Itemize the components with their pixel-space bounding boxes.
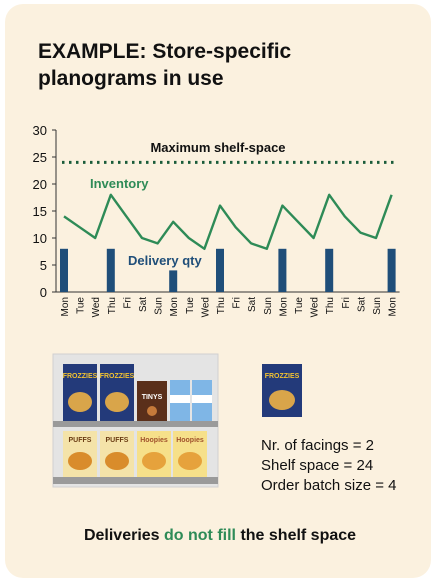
delivery-qty-label: Delivery qty <box>128 253 202 268</box>
y-tick-label: 15 <box>33 204 47 219</box>
y-tick-label: 20 <box>33 177 47 192</box>
x-tick-label: Sat <box>247 297 258 312</box>
svg-text:Hoopies: Hoopies <box>176 437 204 444</box>
svg-text:FROZZIES: FROZZIES <box>100 373 135 380</box>
x-tick-label: Tue <box>294 297 305 314</box>
delivery-bar <box>169 270 178 292</box>
x-tick-label: Mon <box>278 297 289 316</box>
delivery-bar <box>216 248 224 292</box>
x-tick-label: Mon <box>60 297 71 316</box>
delivery-bar <box>325 248 334 292</box>
svg-text:Hoopies: Hoopies <box>140 437 168 444</box>
x-tick-label: Tue <box>185 297 196 314</box>
product-box-puffs-2: PUFFS <box>100 431 134 477</box>
x-tick-label: Sun <box>372 297 383 315</box>
lower-shelf-board <box>53 477 218 484</box>
spec-order-batch: Order batch size = 4 <box>261 477 397 494</box>
svg-text:FROZZIES: FROZZIES <box>63 373 98 380</box>
svg-text:TINYS: TINYS <box>142 394 163 401</box>
footer-caption: Deliveries do not fill the shelf space <box>0 527 440 545</box>
product-box-hoopies-1: Hoopies <box>137 431 171 477</box>
delivery-bars <box>60 248 396 292</box>
spec-facings: Nr. of facings = 2 <box>261 437 374 454</box>
y-tick-label: 0 <box>40 285 47 300</box>
y-axis: 0 5 10 15 20 25 30 <box>33 123 57 300</box>
x-tick-label: Mon <box>169 297 180 316</box>
x-tick-label: Sat <box>138 297 149 312</box>
footer-text-post: the shelf space <box>236 527 357 544</box>
x-tick-label: Sat <box>356 297 367 312</box>
y-tick-label: 30 <box>33 123 47 138</box>
delivery-bar <box>387 248 396 292</box>
svg-text:FROZZIES: FROZZIES <box>265 373 300 380</box>
delivery-bar <box>278 248 287 292</box>
product-box-hoopies-2: Hoopies <box>173 431 207 477</box>
product-box-single: FROZZIES <box>262 364 302 417</box>
x-tick-label: Sun <box>154 297 165 315</box>
product-box-tinys: TINYS <box>137 381 167 421</box>
svg-text:PUFFS: PUFFS <box>106 437 129 444</box>
product-box-puffs-1: PUFFS <box>63 431 97 477</box>
footer-text-pre: Deliveries <box>83 527 165 544</box>
x-tick-label: Thu <box>107 297 118 314</box>
x-tick-label: Thu <box>216 297 227 314</box>
inventory-line <box>63 193 393 250</box>
upper-shelf-board <box>53 421 218 427</box>
product-box-blue-small <box>170 380 212 421</box>
x-tick-label: Fri <box>232 297 243 309</box>
x-tick-label: Wed <box>310 297 321 317</box>
max-shelf-space-label: Maximum shelf-space <box>150 140 285 155</box>
x-tick-label: Tue <box>76 297 87 314</box>
delivery-bar <box>60 248 68 292</box>
x-tick-label: Wed <box>200 297 211 317</box>
spec-shelf-space: Shelf space = 24 <box>261 457 374 474</box>
y-tick-label: 10 <box>33 231 47 246</box>
product-box-frozzies-2: FROZZIES <box>100 364 135 421</box>
footer-highlight: do not fill <box>164 527 236 544</box>
x-tick-label: Wed <box>91 297 102 317</box>
shelf-illustration: FROZZIES FROZZIES TINYS PUFFS PUFFS <box>52 353 219 488</box>
inventory-label: Inventory <box>90 176 149 191</box>
x-tick-label: Mon <box>388 297 399 316</box>
x-tick-label: Fri <box>122 297 133 309</box>
page-title: EXAMPLE: Store-specific planograms in us… <box>38 40 292 90</box>
x-tick-label: Thu <box>325 297 336 314</box>
delivery-bar <box>106 248 115 292</box>
x-tick-label: Fri <box>341 297 352 309</box>
product-box-frozzies-1: FROZZIES <box>63 364 98 421</box>
svg-text:PUFFS: PUFFS <box>69 437 92 444</box>
x-axis: Mon Tue Wed Thu Fri Sat Sun Mon Tue Wed Thu Fri Sat S… <box>56 291 400 317</box>
x-tick-label: Sun <box>263 297 274 315</box>
y-tick-label: 25 <box>33 150 47 165</box>
y-tick-label: 5 <box>40 258 47 273</box>
planogram-specs: Nr. of facings = 2 Shelf space = 24 Orde… <box>261 436 396 496</box>
